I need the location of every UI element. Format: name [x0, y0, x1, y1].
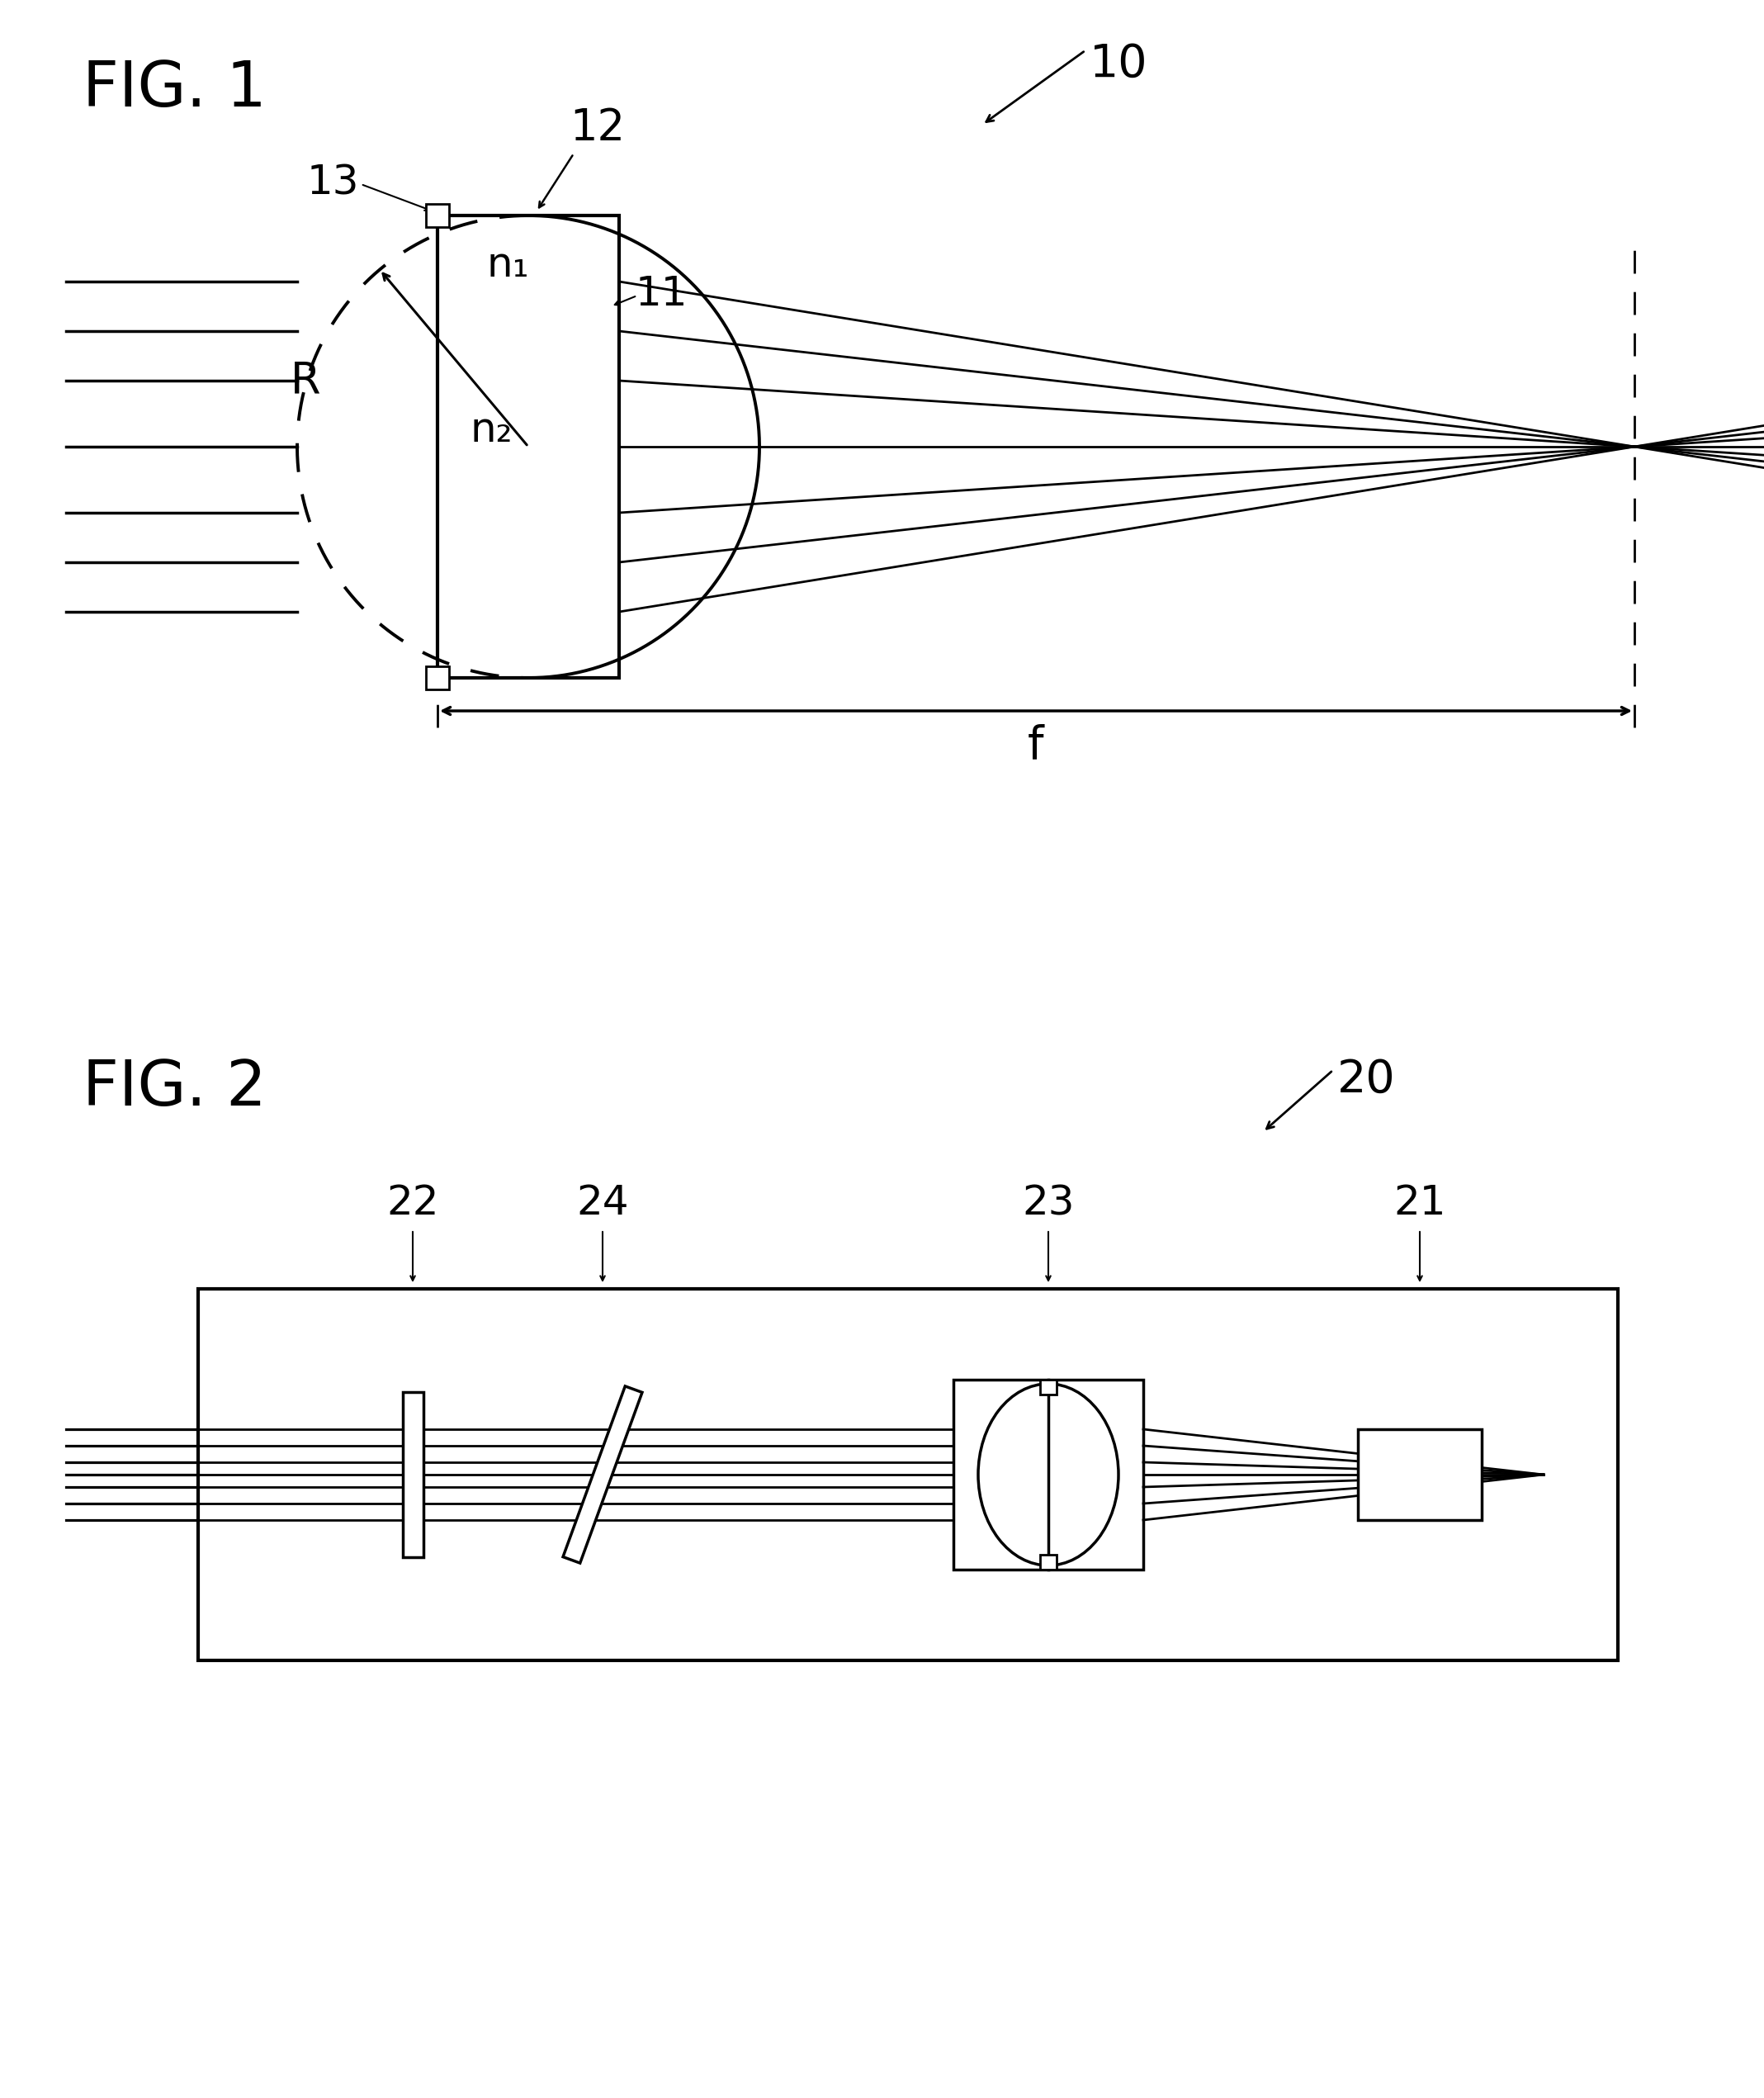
Text: 10: 10	[1090, 42, 1148, 86]
Bar	[953, 1380, 1143, 1569]
Text: FIG. 2: FIG. 2	[83, 1057, 266, 1118]
Text: 20: 20	[1337, 1057, 1395, 1101]
Text: 24: 24	[577, 1183, 628, 1223]
Polygon shape	[563, 1387, 642, 1563]
Bar	[402, 1393, 423, 1557]
Bar	[425, 204, 450, 227]
Text: 12: 12	[570, 107, 624, 149]
Text: 22: 22	[386, 1183, 439, 1223]
Text: 13: 13	[307, 164, 360, 201]
Text: R: R	[291, 359, 321, 403]
Bar	[198, 1288, 1618, 1660]
Bar	[425, 667, 450, 690]
Bar	[437, 216, 619, 678]
Bar	[1041, 1555, 1057, 1569]
Ellipse shape	[979, 1385, 1118, 1565]
Bar	[1041, 1380, 1057, 1395]
Text: 23: 23	[1021, 1183, 1074, 1223]
Text: n₂: n₂	[471, 411, 513, 449]
Text: 21: 21	[1394, 1183, 1446, 1223]
Text: n₁: n₁	[487, 245, 529, 285]
Text: f: f	[1028, 724, 1044, 768]
Bar	[1358, 1429, 1482, 1521]
Text: 11: 11	[635, 275, 688, 315]
Text: FIG. 1: FIG. 1	[83, 59, 266, 120]
